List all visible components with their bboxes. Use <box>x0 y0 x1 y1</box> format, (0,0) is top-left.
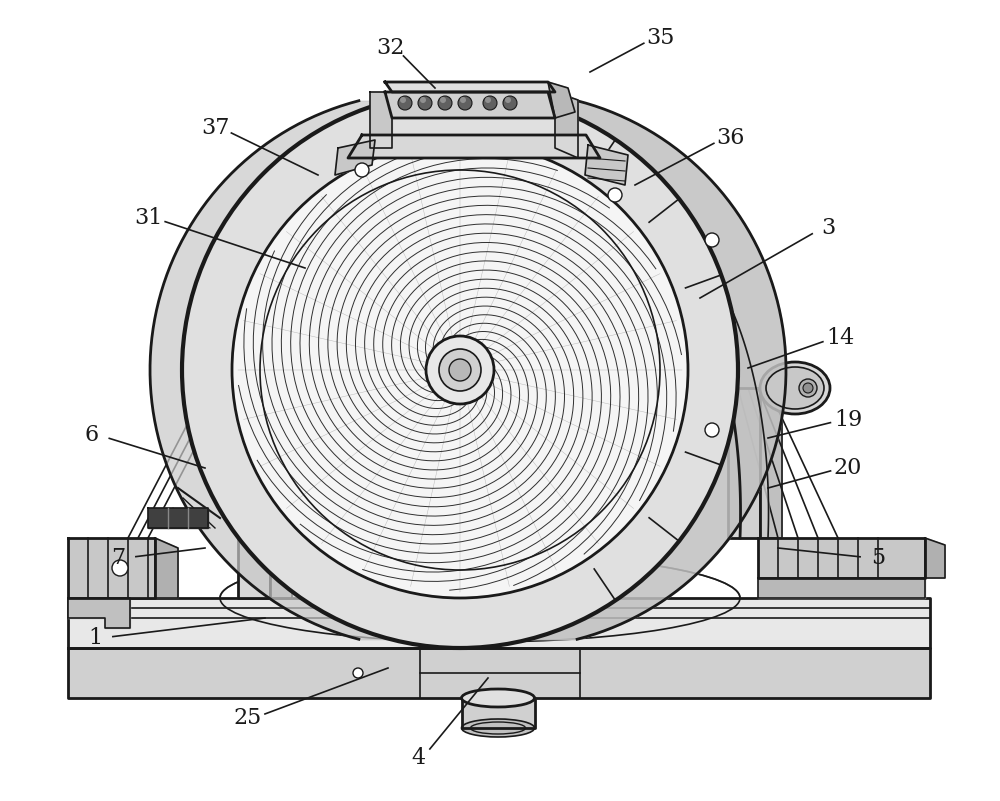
Text: 4: 4 <box>411 747 425 769</box>
Text: 20: 20 <box>834 457 862 479</box>
Text: 6: 6 <box>85 424 99 446</box>
Polygon shape <box>148 508 208 528</box>
Circle shape <box>398 96 412 110</box>
Polygon shape <box>155 538 178 598</box>
Polygon shape <box>462 698 535 728</box>
Circle shape <box>353 668 363 678</box>
Ellipse shape <box>449 359 471 381</box>
Ellipse shape <box>232 142 688 598</box>
Circle shape <box>483 96 497 110</box>
Polygon shape <box>335 140 375 175</box>
Ellipse shape <box>803 383 813 393</box>
Ellipse shape <box>760 362 830 414</box>
Ellipse shape <box>426 336 494 404</box>
Polygon shape <box>68 648 930 698</box>
Ellipse shape <box>462 719 534 737</box>
Text: 36: 36 <box>716 127 744 149</box>
Polygon shape <box>758 578 925 598</box>
Circle shape <box>420 97 426 103</box>
Polygon shape <box>925 538 945 578</box>
Ellipse shape <box>439 349 481 391</box>
Polygon shape <box>585 145 628 185</box>
Circle shape <box>438 96 452 110</box>
Text: 5: 5 <box>871 547 885 569</box>
Polygon shape <box>728 388 760 538</box>
Text: 3: 3 <box>821 217 835 239</box>
Polygon shape <box>270 308 292 598</box>
Polygon shape <box>348 135 600 158</box>
Text: 19: 19 <box>834 409 862 431</box>
Circle shape <box>112 560 128 576</box>
Polygon shape <box>758 538 925 578</box>
Text: 25: 25 <box>234 707 262 729</box>
Text: 37: 37 <box>201 117 229 139</box>
Text: 7: 7 <box>111 547 125 569</box>
Circle shape <box>705 233 719 247</box>
Polygon shape <box>238 308 270 598</box>
Polygon shape <box>68 598 130 628</box>
Circle shape <box>460 97 466 103</box>
Circle shape <box>608 188 622 202</box>
Text: 14: 14 <box>826 327 854 349</box>
Circle shape <box>705 423 719 437</box>
Circle shape <box>458 96 472 110</box>
Circle shape <box>418 96 432 110</box>
Polygon shape <box>370 92 392 148</box>
Circle shape <box>485 97 491 103</box>
Circle shape <box>440 97 446 103</box>
Ellipse shape <box>799 379 817 397</box>
Circle shape <box>355 163 369 177</box>
Polygon shape <box>385 92 555 118</box>
Ellipse shape <box>766 367 824 409</box>
Polygon shape <box>555 92 578 158</box>
Text: 31: 31 <box>134 207 162 229</box>
Polygon shape <box>68 598 930 648</box>
Ellipse shape <box>182 92 738 648</box>
Circle shape <box>503 96 517 110</box>
Text: 32: 32 <box>376 37 404 59</box>
Text: 1: 1 <box>88 627 102 649</box>
Polygon shape <box>68 538 155 598</box>
Circle shape <box>505 97 511 103</box>
Polygon shape <box>548 82 575 118</box>
Circle shape <box>400 97 406 103</box>
Polygon shape <box>385 82 555 92</box>
Polygon shape <box>760 388 782 538</box>
Text: 35: 35 <box>646 27 674 49</box>
Ellipse shape <box>462 689 534 707</box>
